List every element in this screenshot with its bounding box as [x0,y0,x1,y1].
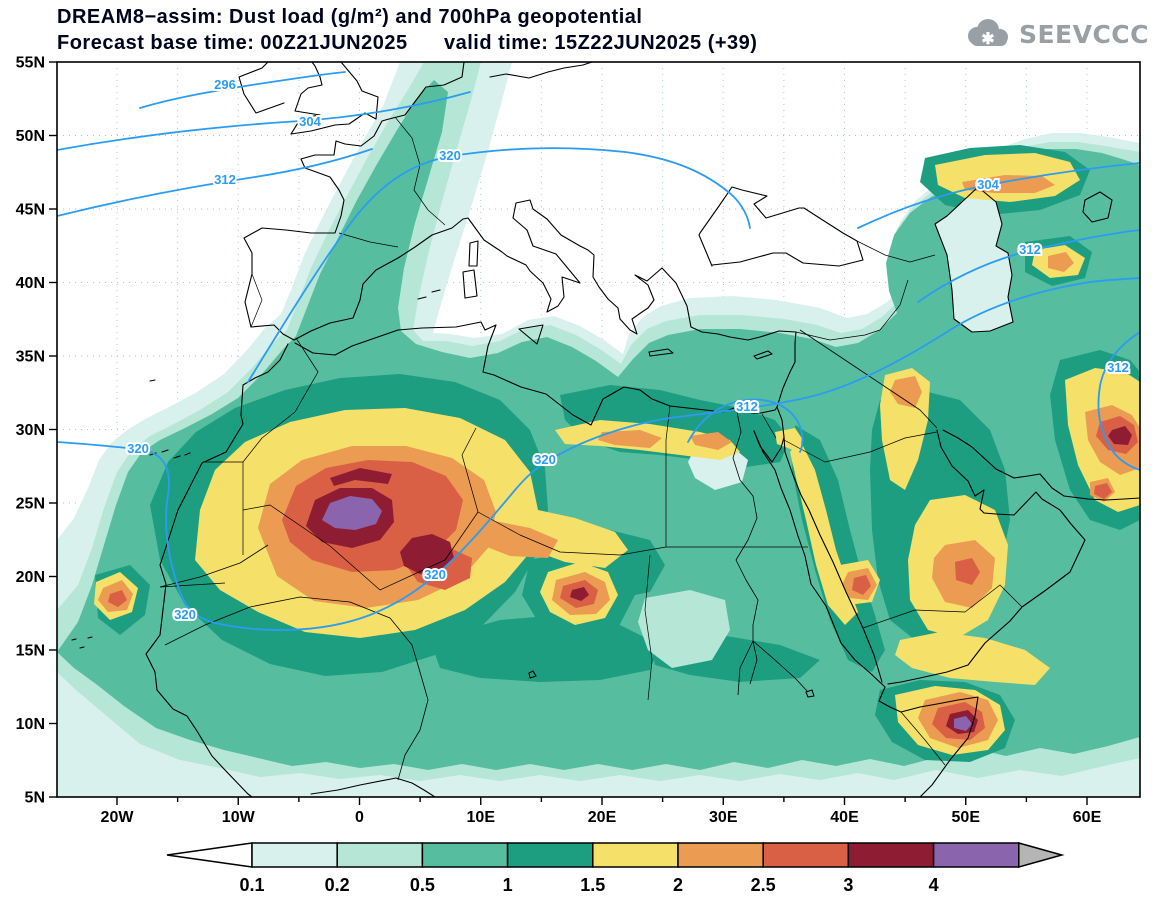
geopotential-contour-label: 304 [977,177,999,192]
geopotential-contour-label: 320 [439,148,461,163]
colorbar-bin [336,842,424,868]
coastline-west-europe [243,62,465,341]
geopotential-contour-label: 312 [214,172,236,187]
contour-312-west [57,148,373,217]
coastline-red-sea [753,406,886,702]
caspian-water [935,187,1013,332]
contour-312-trough [687,398,804,453]
lon-tick-label: 10E [467,809,496,826]
colorbar-label: 2.5 [751,875,776,895]
geopotential-contour-label: 312 [1107,360,1129,375]
geopotential-contours [57,71,1140,631]
lon-tick-label: 50E [952,809,981,826]
colorbar-bin [847,842,935,868]
lon-tick-label: 20E [588,809,617,826]
lat-tick-label: 5N [25,790,45,807]
lon-axis-labels: 20W 10W 0 10E 20E 30E 40E 50E 60E [101,809,1102,826]
colorbar-bin [932,842,1020,868]
geopotential-contour-label: 320 [424,567,446,582]
coastline-black-sea [698,186,864,267]
lon-tick-label: 0 [355,809,364,826]
lat-tick-label: 40N [16,275,45,292]
lon-tick-label: 10W [222,809,256,826]
axis-ticks [49,61,1088,805]
chart-header: DREAM8−assim: Dust load (g/m²) and 700hP… [57,4,757,56]
colorbar-label: 1 [503,875,513,895]
contour-304-west [57,91,471,151]
dust-hole-sudan [638,590,730,668]
rivers [159,329,938,781]
lon-tick-label: 40E [830,809,859,826]
lat-tick-label: 15N [16,643,45,660]
lat-tick-label: 55N [16,55,45,72]
seevccc-logo: ✱ SEEVCCC [961,16,1149,52]
lon-tick-label: 20W [101,809,135,826]
coastline-british-isles [238,62,593,135]
lat-tick-label: 20N [16,569,45,586]
lat-axis-labels: 55N 50N 45N 40N 35N 30N 25N 20N 15N 10N 5N [16,55,45,807]
contour-312-far-east [1097,331,1140,471]
colorbar-above-arrow [1018,842,1065,868]
lat-tick-label: 50N [16,128,45,145]
seevccc-cloud-icon: ✱ [967,19,1008,48]
colorbar-label: 2 [673,875,683,895]
chart-title: DREAM8−assim: Dust load (g/m²) and 700hP… [57,6,643,28]
colorbar-bin [251,842,338,868]
contour-320-south [57,277,1140,631]
contour-labels: 296 304 312 320 304 312 312 320 312 320 320 320 [125,75,1131,624]
coastline-caspian-aral [934,186,1113,333]
colorbar-label: 1.5 [580,875,605,895]
contour-304-east [857,162,1140,229]
colorbar-label: 4 [929,875,939,895]
lat-tick-label: 45N [16,202,45,219]
geopotential-contour-label: 320 [174,607,196,622]
lon-tick-label: 30E [709,809,738,826]
coastlines [71,62,1140,797]
country-borders [159,116,1023,781]
coastline-west-africa [145,343,436,797]
dust-level-2 [98,175,1140,748]
contour-320-north [247,147,751,383]
coastline-mediterranean [293,199,797,426]
colorbar-bin [421,842,509,868]
lat-tick-label: 30N [16,422,45,439]
geopotential-contour-label: 320 [534,452,556,467]
lat-tick-label: 10N [16,716,45,733]
geopotential-contour-label: 312 [1019,242,1041,257]
colorbar-label: 3 [843,875,853,895]
colorbar-bin [762,842,850,868]
geopotential-contour-label: 304 [299,114,321,129]
contour-312-east [917,229,1140,303]
border-lines [159,116,1023,766]
lat-tick-label: 35N [16,349,45,366]
geopotential-contour-label: 296 [214,77,236,92]
geopotential-contour-label: 312 [736,399,758,414]
lon-tick-label: 60E [1073,809,1102,826]
colorbar-bin [506,842,594,868]
svg-text:✱: ✱ [981,31,994,48]
colorbar-label: 0.2 [325,875,350,895]
colorbar-below-arrow [166,842,253,868]
colorbar-label: 0.5 [410,875,435,895]
colorbar-bin [592,842,679,868]
seevccc-logo-text: SEEVCCC [1018,19,1149,49]
chart-subtitle: Forecast base time: 00Z21JUN2025 valid t… [57,32,758,54]
colorbar-bin [677,842,764,868]
colorbar: 0.1 0.2 0.5 1 1.5 2 2.5 3 4 [166,842,1065,895]
contour-296 [139,71,346,109]
lat-tick-label: 25N [16,496,45,513]
geopotential-contour-label: 320 [127,441,149,456]
colorbar-label: 0.1 [239,875,264,895]
coastline-arabia-somalia [878,429,1140,797]
